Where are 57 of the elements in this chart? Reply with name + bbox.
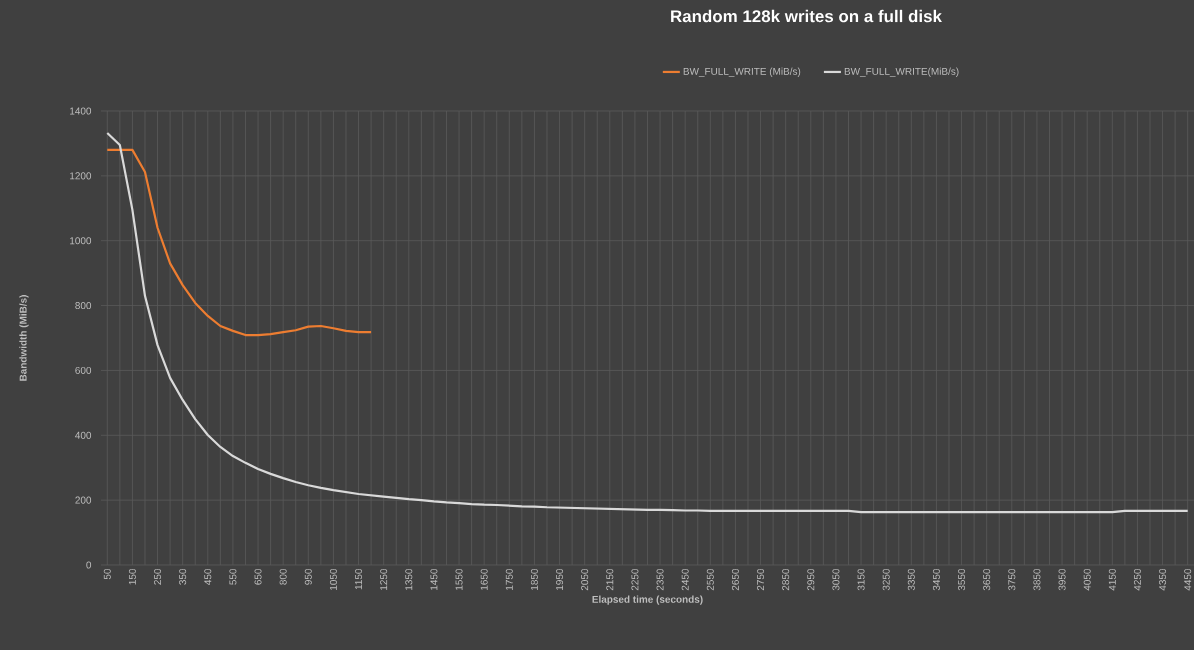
x-tick-label: 550 bbox=[229, 568, 237, 585]
x-tick-label: 150 bbox=[128, 568, 136, 585]
y-tick-label: 800 bbox=[75, 302, 92, 310]
legend-label: BW_FULL_WRITE (MiB/s) bbox=[683, 67, 801, 77]
legend-label: BW_FULL_WRITE(MiB/s) bbox=[844, 67, 959, 77]
x-tick-label: 2550 bbox=[706, 568, 714, 591]
x-tick-label: 4050 bbox=[1083, 568, 1091, 591]
x-tick-label: 50 bbox=[103, 568, 111, 580]
x-tick-label: 1250 bbox=[380, 568, 388, 590]
x-tick-label: 250 bbox=[154, 568, 162, 585]
x-tick-label: 4450 bbox=[1184, 568, 1192, 591]
chart-title: Random 128k writes on a full disk bbox=[671, 9, 942, 23]
x-tick-label: 450 bbox=[204, 568, 212, 585]
x-tick-label: 2450 bbox=[681, 568, 689, 591]
y-tick-label: 1200 bbox=[70, 172, 92, 180]
x-tick-label: 1550 bbox=[455, 568, 463, 590]
x-tick-label: 1950 bbox=[556, 568, 564, 590]
x-tick-label: 1450 bbox=[430, 568, 438, 590]
x-tick-label: 3550 bbox=[958, 568, 966, 591]
y-axis-title: Bandwidth (MiB/s) bbox=[19, 295, 29, 381]
x-tick-label: 3250 bbox=[882, 568, 890, 591]
x-tick-label: 950 bbox=[304, 568, 312, 585]
x-tick-label: 3150 bbox=[857, 568, 865, 591]
x-tick-label: 2750 bbox=[757, 568, 765, 591]
x-tick-label: 1650 bbox=[480, 568, 488, 590]
x-tick-label: 2950 bbox=[807, 568, 815, 591]
x-tick-label: 2150 bbox=[606, 568, 614, 591]
x-tick-label: 4350 bbox=[1159, 568, 1167, 591]
y-tick-label: 1400 bbox=[70, 107, 92, 115]
x-tick-label: 3450 bbox=[932, 568, 940, 591]
y-tick-label: 400 bbox=[75, 431, 92, 439]
x-tick-label: 2250 bbox=[631, 568, 639, 591]
x-tick-label: 2050 bbox=[581, 568, 589, 591]
x-tick-label: 3750 bbox=[1008, 568, 1016, 591]
y-tick-label: 0 bbox=[86, 561, 92, 569]
x-tick-label: 1750 bbox=[505, 568, 513, 590]
y-tick-label: 600 bbox=[75, 366, 92, 374]
x-tick-label: 2650 bbox=[731, 568, 739, 591]
y-tick-label: 200 bbox=[75, 496, 92, 504]
x-tick-label: 2350 bbox=[656, 568, 664, 591]
x-tick-label: 1850 bbox=[530, 568, 538, 590]
x-tick-label: 4250 bbox=[1133, 568, 1141, 591]
y-tick-label: 1000 bbox=[70, 237, 92, 245]
x-tick-label: 1350 bbox=[405, 568, 413, 590]
x-tick-label: 2850 bbox=[782, 568, 790, 591]
x-tick-label: 3350 bbox=[907, 568, 915, 591]
x-tick-label: 3850 bbox=[1033, 568, 1041, 591]
x-tick-label: 1050 bbox=[329, 568, 337, 590]
x-tick-label: 650 bbox=[254, 568, 262, 585]
x-tick-label: 3050 bbox=[832, 568, 840, 591]
x-tick-label: 350 bbox=[179, 568, 187, 585]
x-tick-label: 1150 bbox=[355, 568, 363, 590]
x-tick-label: 3650 bbox=[983, 568, 991, 591]
x-tick-label: 800 bbox=[279, 568, 287, 585]
x-axis-title: Elapsed time (seconds) bbox=[592, 595, 703, 605]
x-tick-label: 3950 bbox=[1058, 568, 1066, 591]
x-tick-label: 4150 bbox=[1108, 568, 1116, 591]
